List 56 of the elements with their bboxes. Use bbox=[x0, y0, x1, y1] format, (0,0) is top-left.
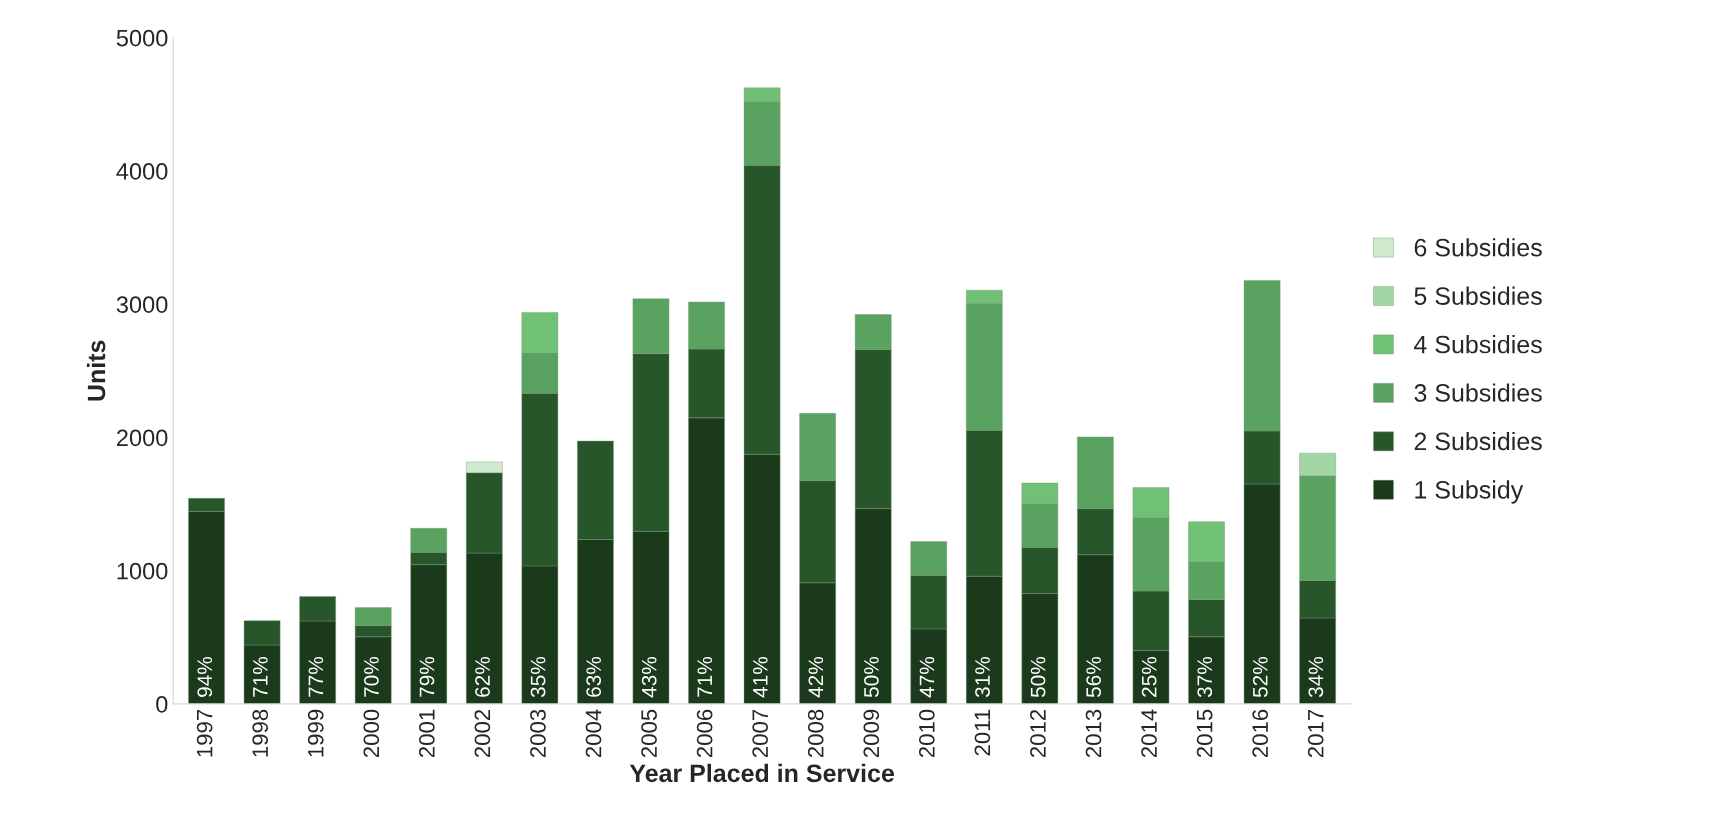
legend-label: 4 Subsidies bbox=[1414, 335, 1542, 354]
annotation: 52% bbox=[1252, 656, 1268, 698]
y-axis-title: Units bbox=[86, 340, 106, 401]
x-tick-label: 2002 bbox=[474, 709, 491, 758]
annotation: 25% bbox=[1141, 656, 1157, 697]
x-tick-label: 2013 bbox=[1085, 709, 1102, 758]
x-tick-label: 2015 bbox=[1196, 709, 1213, 758]
legend-label: 6 Subsidies bbox=[1414, 238, 1542, 257]
annotation: 42% bbox=[808, 656, 824, 698]
y-tick-label: 1000 bbox=[117, 562, 168, 580]
annotation: 94% bbox=[197, 656, 213, 697]
x-tick-label: 2005 bbox=[641, 709, 657, 758]
annotation: 47% bbox=[919, 656, 935, 698]
annotation: 71% bbox=[697, 656, 713, 697]
x-tick-label: 2004 bbox=[585, 709, 602, 758]
x-tick-label: 2009 bbox=[863, 709, 880, 758]
y-tick-label: 3000 bbox=[116, 296, 168, 313]
x-tick-label: 1999 bbox=[307, 709, 324, 757]
x-tick-label: 2001 bbox=[418, 709, 435, 758]
legend-label: 1 Subsidy bbox=[1415, 480, 1524, 504]
x-tick-label: 2007 bbox=[752, 709, 769, 758]
x-tick-label: 2016 bbox=[1252, 709, 1269, 758]
annotation: 50% bbox=[1030, 656, 1046, 698]
x-tick-label: 2014 bbox=[1141, 709, 1157, 758]
y-tick-label: 2000 bbox=[117, 429, 168, 447]
annotation: 50% bbox=[864, 656, 879, 698]
annotation: 77% bbox=[308, 656, 324, 697]
annotation: 41% bbox=[753, 656, 768, 698]
legend-label: 5 Subsidies bbox=[1414, 286, 1542, 305]
legend-label: 2 Subsidies bbox=[1414, 431, 1542, 451]
annotation: 56% bbox=[1086, 656, 1101, 698]
x-tick-label: 2006 bbox=[696, 709, 713, 758]
annotation: 79% bbox=[419, 656, 435, 697]
x-tick-label: 2017 bbox=[1307, 709, 1324, 758]
x-tick-label: 1998 bbox=[252, 709, 269, 757]
y-tick-label: 0 bbox=[156, 695, 168, 713]
x-tick-label: 2000 bbox=[363, 709, 380, 758]
annotation: 63% bbox=[586, 656, 602, 697]
y-tick-label: 4000 bbox=[116, 163, 168, 180]
x-axis-title: Year Placed in Service bbox=[629, 763, 894, 783]
annotation: 70% bbox=[364, 656, 379, 697]
x-tick-label: 1997 bbox=[196, 709, 213, 757]
x-tick-label: 2003 bbox=[530, 709, 546, 758]
annotation: 35% bbox=[530, 656, 546, 698]
annotation: 34% bbox=[1308, 656, 1324, 698]
x-tick-label: 2010 bbox=[918, 709, 935, 758]
annotation: 62% bbox=[475, 656, 490, 697]
annotation: 71% bbox=[253, 656, 268, 697]
x-tick-label: 2011 bbox=[974, 709, 991, 756]
annotation: 31% bbox=[975, 656, 990, 698]
legend-label: 3 Subsidies bbox=[1414, 383, 1542, 402]
y-tick-label: 5000 bbox=[116, 29, 168, 47]
x-tick-label: 2012 bbox=[1030, 709, 1046, 758]
annotation: 37% bbox=[1197, 656, 1213, 698]
annotation: 43% bbox=[641, 656, 657, 698]
x-tick-label: 2008 bbox=[807, 709, 824, 758]
